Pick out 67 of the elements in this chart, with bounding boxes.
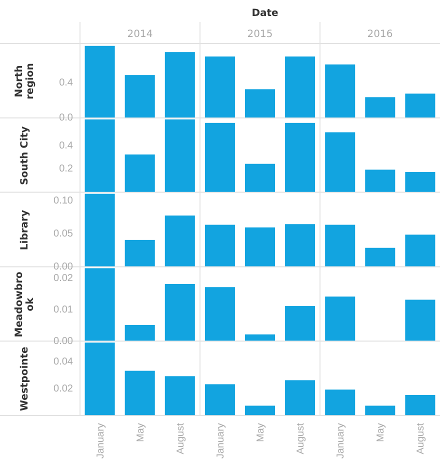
x-tick-label: May — [376, 423, 387, 442]
bar — [124, 240, 155, 266]
bar — [204, 122, 235, 192]
bar — [325, 296, 356, 341]
bar — [405, 300, 436, 341]
bar — [204, 287, 235, 341]
y-tick-label: 0.4 — [59, 140, 74, 152]
bar — [365, 248, 396, 266]
x-tick-label: August — [175, 422, 186, 454]
bar — [124, 370, 155, 416]
y-axis-title: Library — [20, 210, 30, 250]
y-tick-label: 0.2 — [59, 164, 74, 175]
y-axis-title: South City — [20, 126, 30, 185]
x-tick-label: January — [336, 423, 347, 459]
bar — [204, 384, 235, 416]
y-tick-label: 0.0 — [59, 112, 74, 124]
y-tick-label: 0.10 — [54, 196, 74, 207]
bar — [285, 56, 316, 118]
text: 2016 — [367, 29, 393, 40]
bar — [325, 132, 356, 192]
bar — [365, 406, 396, 416]
bar — [325, 390, 356, 416]
bar — [164, 216, 195, 266]
y-axis-title: Westpointe — [20, 346, 30, 412]
y-tick-label: 0.00 — [54, 336, 74, 347]
bar — [405, 172, 436, 192]
bar — [244, 406, 276, 416]
bar — [124, 75, 155, 118]
bar — [204, 56, 235, 118]
text: 2014 — [127, 29, 153, 40]
bar — [325, 64, 356, 118]
y-tick-label: 0.04 — [54, 356, 74, 368]
x-tick-label: May — [135, 423, 146, 442]
x-tick-label: January — [215, 423, 226, 459]
x-tick-label: January — [95, 423, 106, 459]
y-tick-label: 0.00 — [54, 262, 74, 272]
y-tick-label: 0.05 — [54, 228, 74, 240]
bar — [204, 224, 235, 266]
bar — [285, 122, 316, 192]
bar — [405, 94, 436, 118]
bar — [325, 224, 356, 266]
bar — [124, 154, 155, 192]
y-tick-label: 0.02 — [54, 272, 74, 284]
bar — [405, 394, 436, 416]
bar — [285, 380, 316, 416]
bar — [244, 227, 276, 266]
bar — [244, 164, 276, 192]
y-tick-label: 0.4 — [59, 77, 74, 88]
bar — [405, 234, 436, 266]
bar — [365, 97, 396, 118]
y-axis-title: North region — [14, 63, 36, 100]
x-axis-title: Date — [252, 8, 279, 19]
bar — [285, 224, 316, 266]
bar — [164, 376, 195, 416]
y-axis-title: Meadowbrook — [14, 271, 36, 338]
bar — [124, 324, 155, 341]
y-tick-label: 0.02 — [54, 383, 74, 394]
bar — [244, 89, 276, 118]
x-tick-label: August — [416, 422, 427, 454]
text: 2015 — [247, 29, 273, 40]
bar — [164, 284, 195, 341]
y-tick-label: 0.01 — [54, 304, 74, 316]
x-tick-label: August — [296, 422, 307, 454]
bar — [365, 170, 396, 192]
bar — [244, 334, 276, 341]
x-tick-label: May — [256, 423, 266, 442]
bar — [285, 306, 316, 341]
